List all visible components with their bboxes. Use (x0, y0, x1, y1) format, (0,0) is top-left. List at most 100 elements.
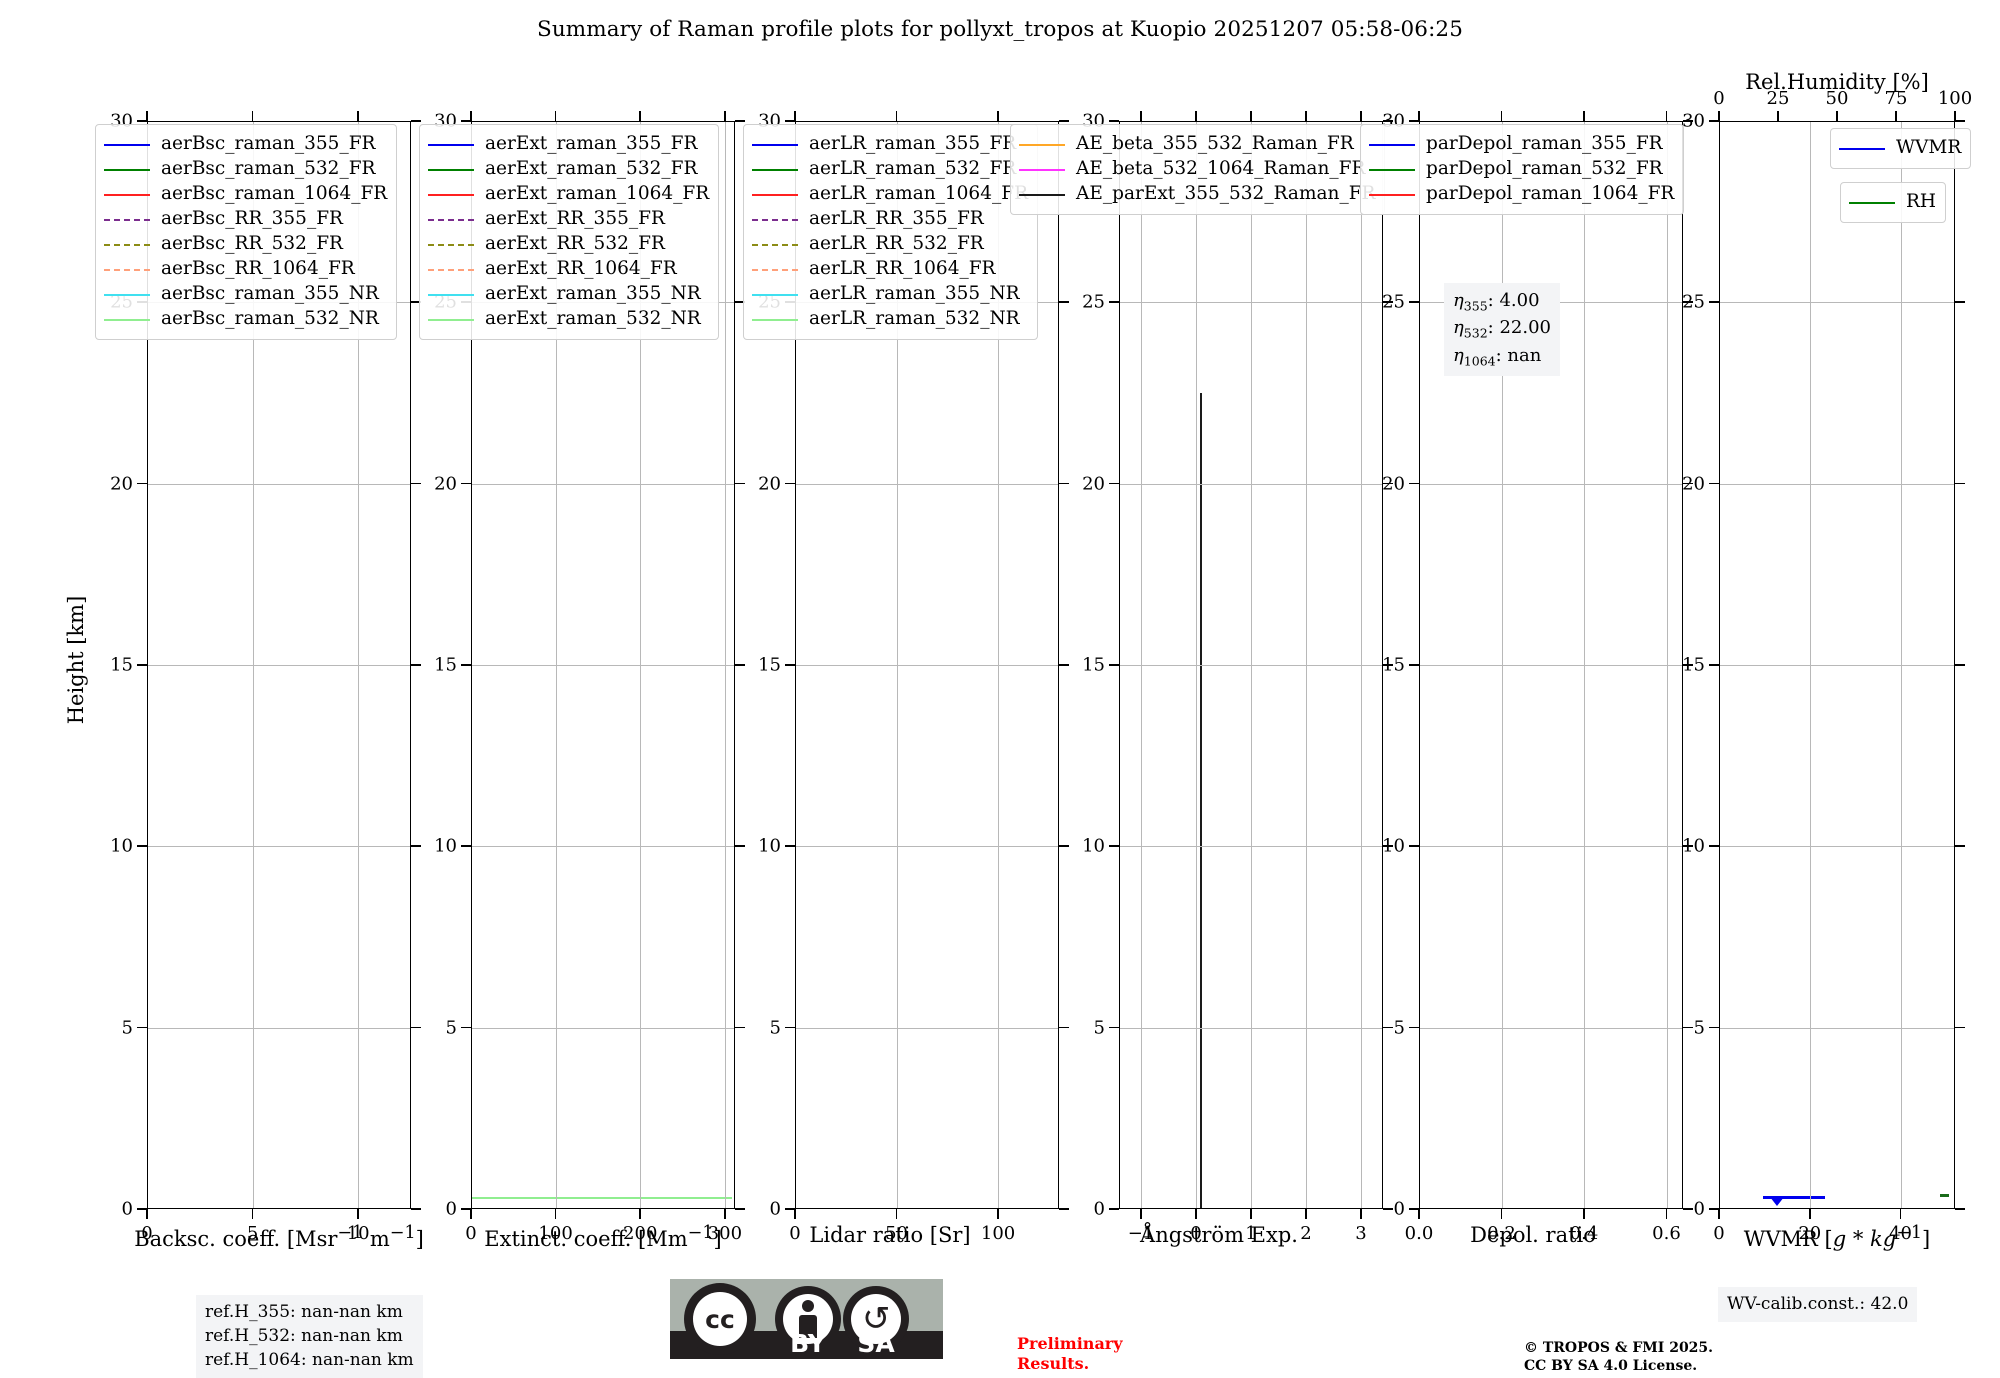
x-axis-tick-label: 50 (885, 1223, 908, 1244)
legend-lidar-ratio[interactable]: aerLR_raman_355_FR aerLR_raman_532_FR aerL… (743, 124, 1038, 340)
y-axis-tick (735, 664, 745, 666)
y-axis-tick (1955, 482, 1965, 485)
legend-depol-ratio[interactable]: parDepol_raman_355_FR parDepol_raman_532_… (1360, 124, 1685, 215)
y-axis-tick-label: 5 (121, 1017, 133, 1039)
y-axis-tick (1109, 1208, 1119, 1210)
x-axis-tick (1305, 1209, 1307, 1219)
legend-swatch-icon (104, 268, 150, 271)
x-axis-title-lidar-ratio: Lidar ratio [Sr] (809, 1223, 971, 1247)
gridline-vertical (640, 121, 642, 1209)
legend-item: AE_beta_532_1064_Raman_FR (1019, 157, 1375, 182)
y-axis-tick-label: 5 (1693, 1017, 1705, 1039)
x-axis-tick (1500, 1209, 1503, 1219)
legend-label: aerExt_RR_532_FR (485, 233, 665, 255)
y-axis-tick (1059, 1208, 1069, 1210)
y-axis-tick-label: 5 (445, 1017, 457, 1039)
x-axis-tick (470, 1209, 472, 1219)
legend-rel-humidity[interactable]: RH (1840, 182, 1947, 223)
data-line-wvmr (1763, 1196, 1825, 1199)
legend-swatch-icon (428, 193, 474, 196)
legend-item: aerExt_raman_355_FR (428, 132, 709, 157)
x-axis-tick (1500, 111, 1503, 121)
y-axis-tick (1683, 1208, 1693, 1210)
y-axis-tick-label: 0 (1393, 1198, 1405, 1220)
gridline-horizontal (147, 483, 411, 485)
x-axis-tick (1418, 111, 1420, 121)
x-axis-tick (1665, 1209, 1668, 1219)
y-axis-tick-label: 0 (1093, 1198, 1105, 1220)
y-axis-tick (1709, 1026, 1719, 1029)
gridline-vertical (896, 121, 898, 1209)
top-axis-tick-label: 75 (1884, 88, 1908, 109)
legend-label: parDepol_raman_355_FR (1426, 133, 1663, 155)
axes-frame (1719, 121, 1955, 1209)
legend-item: parDepol_raman_1064_FR (1369, 182, 1674, 207)
gridline-vertical (358, 121, 360, 1209)
data-line-aerExt-raman-532-NR (472, 1196, 732, 1199)
y-axis-tick (735, 845, 745, 848)
preliminary-line-2: Results. (1017, 1354, 1090, 1374)
legend-backscatter[interactable]: aerBsc_raman_355_FR aerBsc_raman_532_FR ae… (95, 124, 398, 340)
top-axis-title-rel-humidity: Rel.Humidity [%] (1745, 70, 1929, 94)
gridline-vertical (1809, 121, 1811, 1209)
x-axis-tick (895, 111, 898, 121)
cc-by-sa-license-badge[interactable]: cc ↻ BY SA (670, 1279, 943, 1359)
top-axis-tick (1836, 111, 1838, 121)
legend-swatch-icon (1369, 168, 1415, 171)
wv-calib-annotation: WV-calib.const.: 42.0 (1718, 1287, 1918, 1323)
legend-label: parDepol_raman_1064_FR (1426, 183, 1675, 205)
cc-glyph: cc (705, 1304, 735, 1334)
ref-height-line: ref.H_532: nan-nan km (205, 1326, 403, 1347)
x-axis-tick-label: 0.6 (1652, 1223, 1681, 1244)
x-axis-tick (1305, 111, 1307, 121)
y-axis-tick (1383, 482, 1393, 485)
legend-label: aerBsc_RR_355_FR (161, 208, 343, 230)
x-axis-tick-label: 0 (789, 1223, 801, 1244)
y-axis-tick (137, 845, 147, 848)
top-axis-tick-label: 0 (1713, 88, 1725, 109)
preliminary-results-note: Preliminary Results. (1017, 1334, 1123, 1375)
y-axis-tick (1383, 845, 1393, 848)
y-axis-tick-label: 25 (1382, 291, 1405, 313)
y-axis-tick (785, 664, 795, 666)
sa-icon: ↻ (843, 1286, 909, 1352)
y-axis-tick-label: 25 (1082, 291, 1105, 313)
gridline-horizontal (795, 846, 1059, 848)
x-axis-tick (251, 1209, 254, 1219)
top-axis-tick-label: 50 (1825, 88, 1849, 109)
y-axis-tick (1383, 301, 1393, 304)
legend-swatch-icon (428, 168, 474, 171)
y-axis-tick (411, 1208, 421, 1210)
preliminary-line-1: Preliminary (1017, 1334, 1123, 1353)
legend-item: aerExt_raman_532_FR (428, 157, 709, 182)
y-axis-tick (1409, 1208, 1419, 1210)
legend-label: aerBsc_raman_355_NR (161, 283, 379, 305)
legend-angstrom[interactable]: AE_beta_355_532_Raman_FR AE_beta_532_1064… (1010, 124, 1386, 215)
y-axis-tick-label: 20 (1382, 473, 1405, 495)
y-axis-tick-label: 25 (1682, 291, 1705, 313)
legend-swatch-icon (752, 143, 798, 146)
gridline-horizontal (1419, 846, 1683, 848)
gridline-vertical (1900, 121, 1902, 1209)
legend-label: aerExt_raman_355_FR (485, 133, 698, 155)
legend-swatch-icon (1019, 168, 1065, 171)
legend-wvmr[interactable]: WVMR (1830, 128, 1972, 169)
x-axis-tick-label: 10 (346, 1223, 370, 1244)
legend-item: aerExt_raman_355_NR (428, 282, 709, 307)
y-axis-tick-label: 15 (1382, 654, 1405, 676)
y-axis-tick-label: 10 (1082, 835, 1105, 857)
y-axis-tick (411, 845, 421, 848)
legend-label: aerLR_raman_532_NR (809, 308, 1020, 330)
gridline-horizontal (1719, 1027, 1955, 1029)
legend-swatch-icon (104, 193, 150, 196)
y-axis-tick-label: 30 (1682, 110, 1705, 132)
x-axis-tick-label: 40 (1889, 1223, 1912, 1244)
y-axis-tick (1109, 664, 1119, 666)
legend-item: aerLR_raman_532_NR (752, 307, 1028, 332)
y-axis-tick (785, 1208, 795, 1210)
x-axis-tick (997, 111, 999, 121)
legend-swatch-icon (104, 318, 150, 321)
gridline-vertical (1251, 121, 1252, 1209)
